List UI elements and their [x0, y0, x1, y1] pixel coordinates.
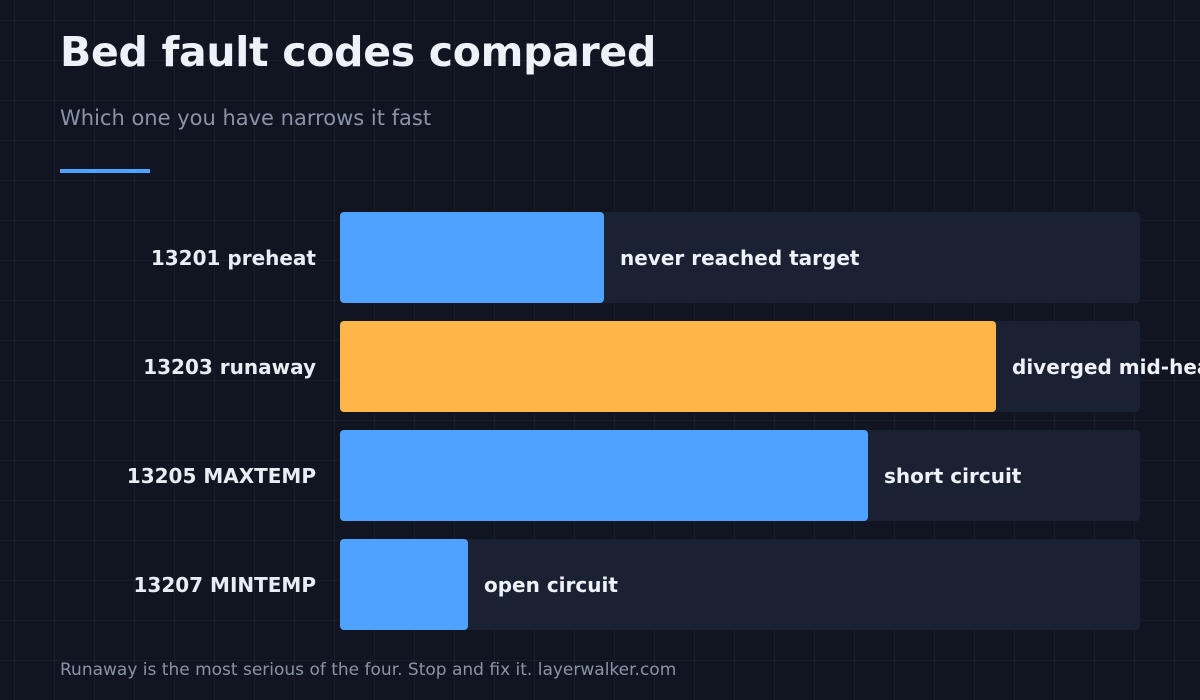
bar-value-label: diverged mid-heat [1012, 354, 1200, 379]
category-label: 13201 preheat [150, 245, 316, 270]
bar-row: 13207 MINTEMP open circuit [0, 539, 1200, 630]
bar-value-label: open circuit [484, 572, 618, 597]
bar [340, 539, 468, 630]
bar-row: 13205 MAXTEMP short circuit [0, 430, 1200, 521]
bar [340, 430, 868, 521]
footer-note: Runaway is the most serious of the four.… [60, 660, 677, 680]
category-label: 13207 MINTEMP [133, 572, 317, 597]
chart-subtitle: Which one you have narrows it fast [60, 106, 432, 130]
chart-title: Bed fault codes compared [60, 28, 656, 76]
bar-value-label: short circuit [884, 463, 1022, 488]
bar-row: 13201 preheat never reached target [0, 212, 1200, 303]
bar-value-label: never reached target [620, 245, 860, 270]
bar [340, 212, 604, 303]
category-label: 13203 runaway [143, 354, 316, 379]
bar-track [340, 539, 1140, 630]
accent-rule [60, 169, 150, 173]
bar [340, 321, 996, 412]
category-label: 13205 MAXTEMP [126, 463, 316, 488]
bar-row: 13203 runaway diverged mid-heat [0, 321, 1200, 412]
